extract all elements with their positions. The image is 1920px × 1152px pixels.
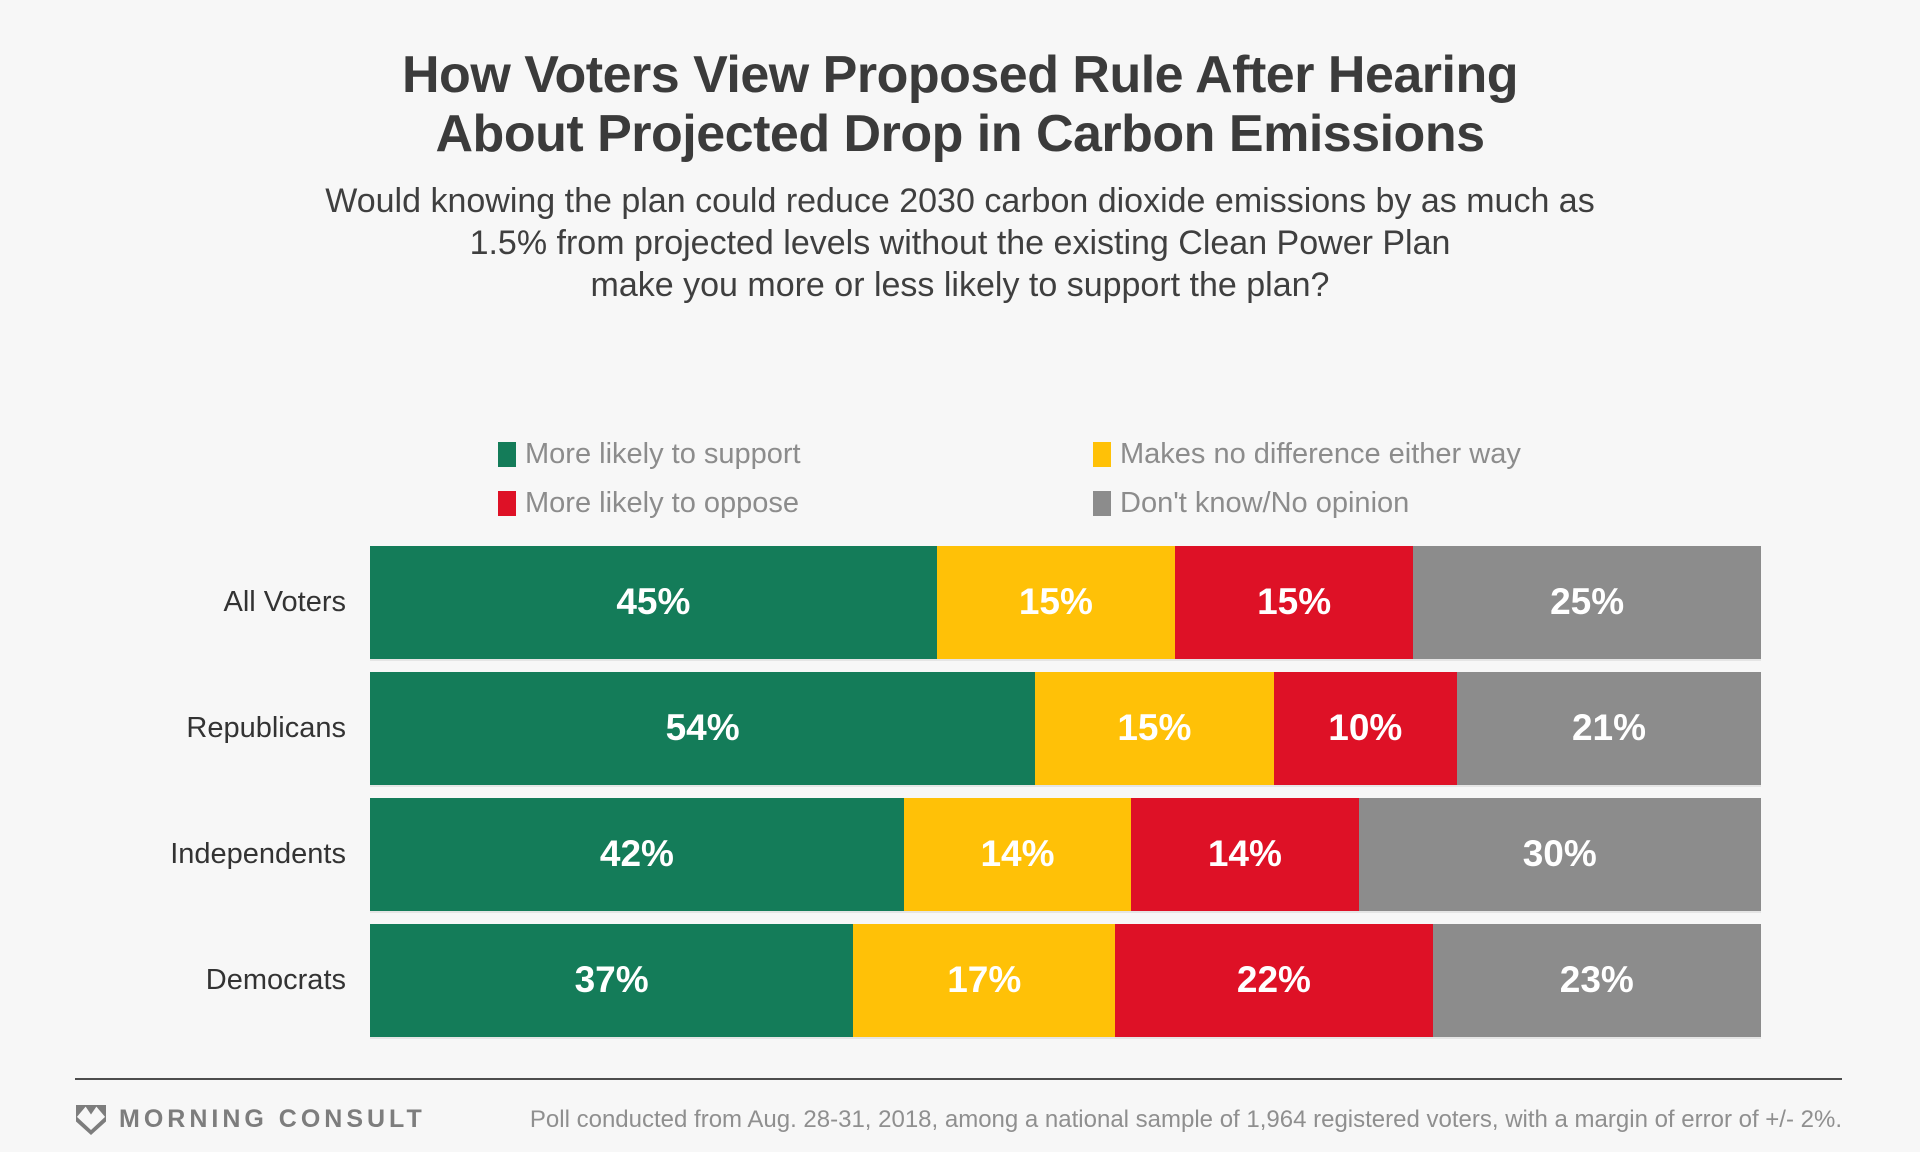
bar-segment-dont-know: 21% [1457,671,1761,785]
legend-label: More likely to oppose [525,486,800,519]
stacked-bar: 37% 17% 22% 23% [370,923,1761,1037]
segment-value-label: 17% [947,959,1022,1001]
segment-value-label: 42% [599,833,674,875]
brand-name: MORNING CONSULT [119,1105,426,1134]
legend-swatch-red-icon [498,490,516,516]
bar-segment-support: 54% [370,671,1036,785]
stacked-bar: 45% 15% 15% 25% [370,545,1762,659]
category-label: Independents [170,837,346,870]
poll-methodology-note: Poll conducted from Aug. 28-31, 2018, am… [529,1105,1842,1133]
legend-swatch-gray-icon [1093,490,1111,516]
bar-segment-no-difference: 14% [903,797,1132,911]
segment-value-label: 23% [1559,959,1634,1001]
chart-subtitle-line3: make you more or less likely to support … [590,265,1330,304]
category-label: All Voters [223,585,347,618]
legend-item-more-likely-oppose: More likely to oppose [498,487,1093,520]
legend-item-dont-know: Don't know/No opinion [1093,487,1920,520]
chart-title-line2: About Projected Drop in Carbon Emissions [435,104,1486,163]
chart-title-line1: How Voters View Proposed Rule After Hear… [402,46,1519,104]
category-label: Republicans [186,711,346,744]
legend-swatch-green-icon [498,441,516,467]
bar-segment-dont-know: 30% [1358,797,1761,911]
stacked-bar: 42% 14% 14% 30% [370,797,1761,911]
segment-value-label: 14% [1207,833,1282,875]
bar-segment-support: 37% [370,923,854,1037]
chart-subtitle-line2: 1.5% from projected levels without the e… [469,223,1451,262]
chart-subtitle-line1: Would knowing the plan could reduce 2030… [325,181,1595,220]
bar-segment-oppose: 22% [1115,923,1433,1037]
stacked-bar: 54% 15% 10% 21% [370,671,1761,785]
chart-title: How Voters View Proposed Rule After Hear… [0,0,1920,164]
segment-value-label: 37% [574,959,649,1001]
bar-row-democrats: Democrats 37% 17% 22% 23% [0,923,1920,1037]
bar-segment-no-difference: 15% [936,545,1175,659]
bar-segment-support: 45% [370,545,937,659]
morning-consult-m-icon [76,1104,106,1135]
bar-segment-oppose: 15% [1174,545,1414,659]
segment-value-label: 21% [1571,707,1647,749]
bar-segment-no-difference: 15% [1035,671,1274,785]
segment-value-label: 14% [980,833,1055,875]
bar-segment-support: 42% [370,797,904,911]
stacked-bar-chart: All Voters 45% 15% 15% 25% Republicans 5… [0,545,1920,1037]
bar-segment-oppose: 14% [1131,797,1359,911]
segment-value-label: 15% [1257,581,1332,623]
segment-value-label: 54% [665,707,740,749]
chart-legend: More likely to support Makes no differen… [498,438,1920,520]
bar-segment-oppose: 10% [1273,671,1458,785]
bar-row-republicans: Republicans 54% 15% 10% 21% [0,671,1920,785]
legend-label: Makes no difference either way [1120,437,1521,470]
footer-divider [75,1077,1842,1080]
segment-value-label: 25% [1550,581,1625,623]
legend-label: More likely to support [525,437,801,470]
legend-item-no-difference: Makes no difference either way [1093,438,1920,471]
legend-item-more-likely-support: More likely to support [498,438,1093,471]
chart-footer: MORNING CONSULT Poll conducted from Aug.… [75,1080,1842,1136]
legend-swatch-yellow-icon [1093,441,1111,467]
category-label: Democrats [205,963,346,996]
segment-value-label: 22% [1236,959,1311,1001]
bar-row-all-voters: All Voters 45% 15% 15% 25% [0,545,1920,659]
chart-subtitle: Would knowing the plan could reduce 2030… [0,180,1920,306]
segment-value-label: 15% [1117,707,1192,749]
segment-value-label: 15% [1018,581,1093,623]
morning-consult-logo: MORNING CONSULT [75,1104,426,1136]
segment-value-label: 45% [616,581,691,623]
legend-label: Don't know/No opinion [1120,486,1410,519]
bar-segment-dont-know: 23% [1432,923,1761,1037]
bar-segment-dont-know: 25% [1413,545,1762,659]
bar-segment-no-difference: 17% [853,923,1116,1037]
segment-value-label: 10% [1328,707,1403,749]
segment-value-label: 30% [1522,833,1597,875]
bar-row-independents: Independents 42% 14% 14% 30% [0,797,1920,911]
